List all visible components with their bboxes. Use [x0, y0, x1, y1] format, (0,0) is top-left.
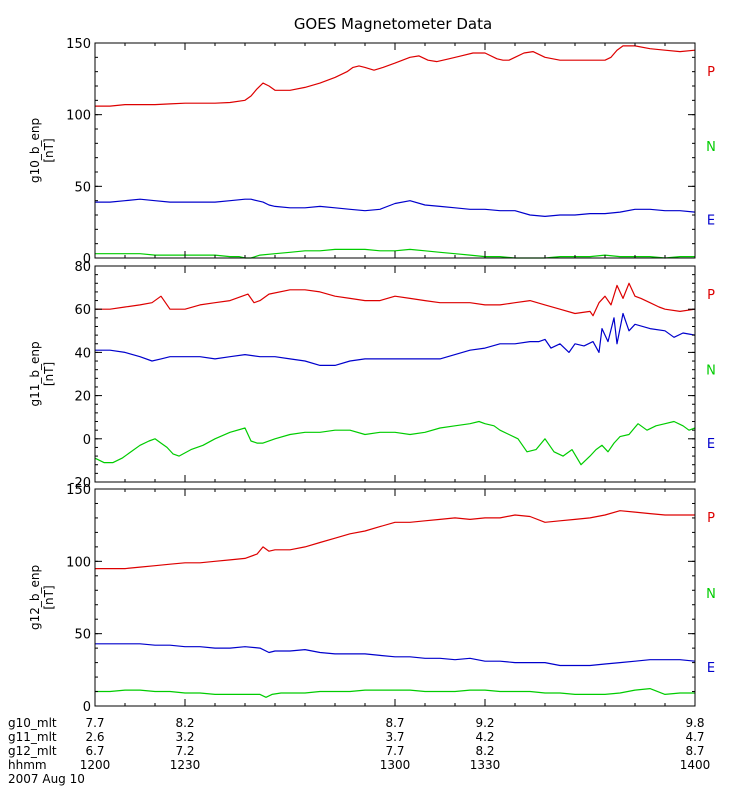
x-row-value: 3.2 [175, 730, 194, 744]
x-row-value: 6.7 [85, 744, 104, 758]
x-row-value: 9.2 [475, 716, 494, 730]
y-tick-label: 150 [66, 483, 91, 498]
y-tick-label: 0 [83, 433, 91, 448]
series-line-p [95, 282, 696, 317]
y-tick-label: 0 [83, 700, 91, 715]
x-row-value: 7.7 [85, 716, 104, 730]
x-row-value: 1400 [680, 758, 711, 772]
y-tick-label: 100 [66, 109, 91, 124]
legend-label-p: P [707, 65, 715, 80]
series-line-p [95, 510, 695, 570]
series-line-e [95, 312, 696, 366]
x-row-value: 9.8 [685, 716, 704, 730]
x-row-value: 8.2 [475, 744, 494, 758]
y-tick-label: 80 [74, 260, 91, 275]
series-line-n [94, 420, 696, 466]
y-tick-label: 0 [83, 252, 91, 267]
x-row-value: 1300 [380, 758, 411, 772]
legend-label-e: E [707, 213, 715, 228]
x-row-value: 1330 [470, 758, 501, 772]
chart-title: GOES Magnetometer Data [294, 15, 492, 33]
legend-label-p: P [707, 511, 715, 526]
series-line-e [95, 198, 696, 217]
y-axis-unit: [nT] [42, 138, 56, 162]
x-row-value: 1230 [170, 758, 201, 772]
x-row-value: 7.7 [385, 744, 404, 758]
legend-label-n: N [706, 140, 716, 155]
x-row-label: g12_mlt [8, 744, 57, 758]
panel-frame [94, 488, 696, 707]
x-row-label: g10_mlt [8, 716, 57, 730]
x-row-value: 2.6 [85, 730, 104, 744]
y-axis-label: g10_b_enp [28, 118, 42, 183]
x-row-value: 4.7 [685, 730, 704, 744]
x-row-value: 8.7 [685, 744, 704, 758]
y-axis-unit: [nT] [42, 362, 56, 386]
x-row-label: hhmm [8, 758, 47, 772]
series-line-n [95, 248, 695, 259]
x-row-value: 4.2 [475, 730, 494, 744]
panel-1: 0 50 100 150 g10_b_enp [nT] P N E [28, 37, 716, 267]
y-axis-label: g11_b_enp [28, 341, 42, 406]
legend-label-p: P [707, 288, 715, 303]
panel-frame [94, 42, 696, 259]
y-tick-label: 100 [66, 555, 91, 570]
date-label: 2007 Aug 10 [8, 772, 85, 786]
x-row-value: 8.2 [175, 716, 194, 730]
series-line-p [95, 45, 696, 107]
x-row-value: 3.7 [385, 730, 404, 744]
panel-3: 0 50 100 150 g12_b_enp [nT] P N E [28, 483, 716, 715]
legend-label-e: E [707, 661, 715, 676]
y-tick-label: 40 [74, 346, 91, 361]
legend-label-n: N [706, 587, 716, 602]
series-line-n [95, 687, 695, 698]
y-tick-label: 50 [74, 180, 91, 195]
x-row-label: g11_mlt [8, 730, 57, 744]
y-axis-unit: [nT] [42, 585, 56, 609]
x-row-value: 7.2 [175, 744, 194, 758]
legend-label-e: E [707, 437, 715, 452]
series-line-e [95, 643, 696, 667]
x-axis-info: g10_mlt 7.7 8.2 8.7 9.2 9.8 g11_mlt 2.6 3.2 3.7 4.… [8, 716, 710, 786]
y-tick-label: 50 [74, 628, 91, 643]
panel-2: -20 0 20 40 60 80 g11_b_enp [nT] P N E [28, 260, 716, 491]
y-tick-label: -20 [70, 476, 91, 491]
y-tick-label: 60 [74, 303, 91, 318]
y-tick-label: 20 [74, 390, 91, 405]
x-row-value: 8.7 [385, 716, 404, 730]
panel-frame [94, 265, 696, 483]
x-row-value: 1200 [80, 758, 111, 772]
y-tick-label: 150 [66, 37, 91, 52]
y-axis-label: g12_b_enp [28, 565, 42, 630]
legend-label-n: N [706, 364, 716, 379]
